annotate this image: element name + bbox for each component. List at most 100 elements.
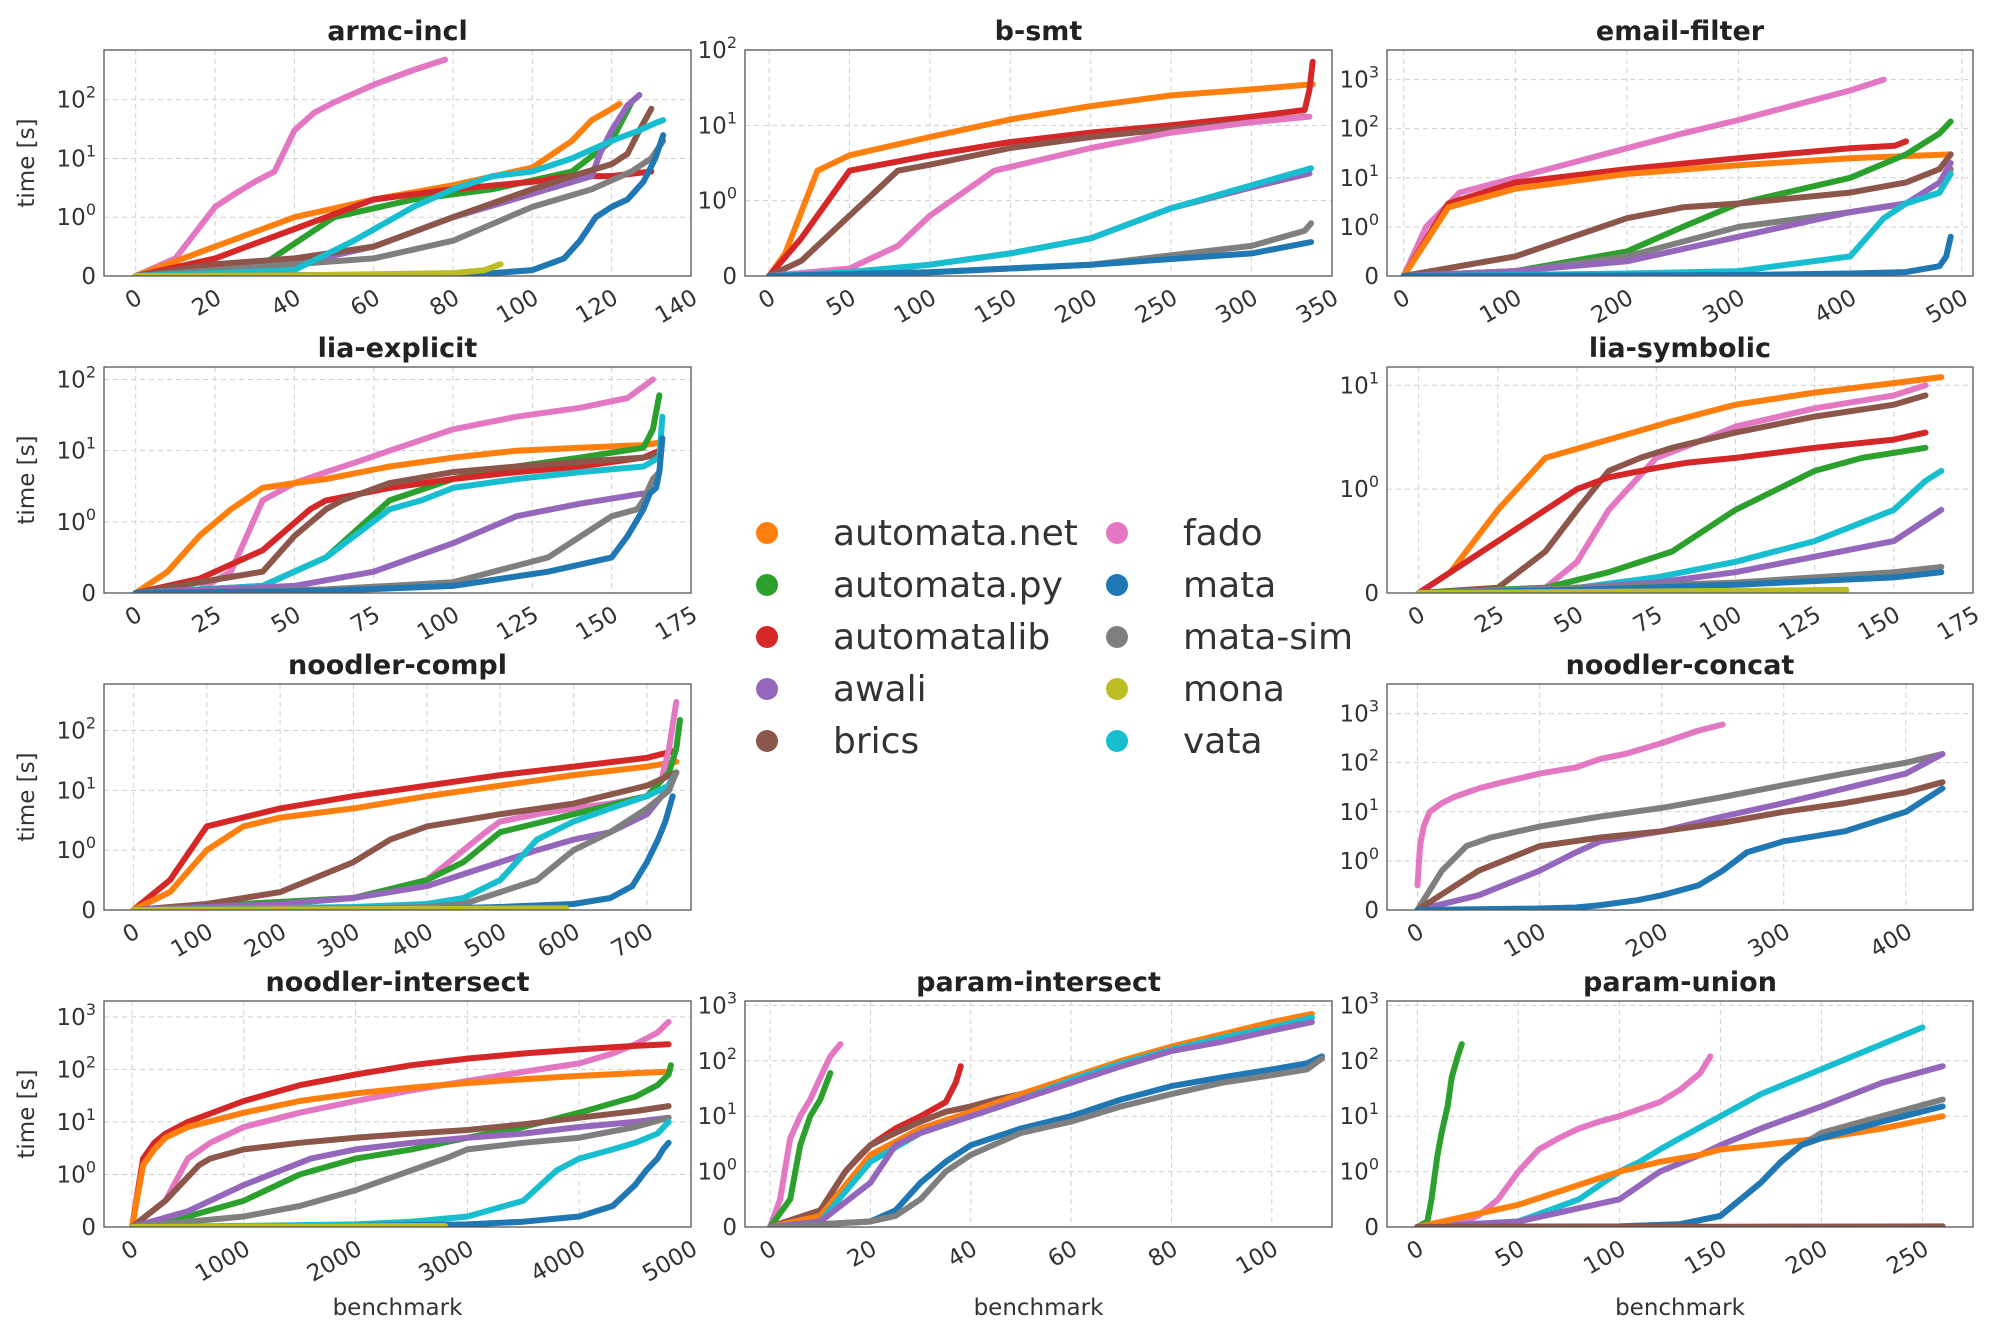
series-line-awali	[1400, 160, 1954, 276]
legend-item-automata-py: automata.py	[756, 565, 1063, 606]
legend-label: vata	[1183, 721, 1263, 762]
y-tick-label: 100	[1340, 1155, 1379, 1186]
x-tick-label: 300	[1212, 285, 1263, 329]
panel-armc-incl: armc-incl 0 20 40 60 80 100 120 140 0 100 101 102 tim…	[14, 16, 702, 329]
x-tick-label: 350	[1292, 285, 1343, 329]
series-line-brics	[130, 769, 680, 910]
panel-lia-explicit: lia-explicit 0 25 50 75 100 125 150 175 0 100 101 10…	[14, 333, 702, 646]
legend-label: awali	[833, 669, 927, 710]
grid-armc-incl	[104, 50, 692, 277]
x-tick-label: 100	[1579, 1236, 1630, 1280]
series-line-vata	[132, 413, 666, 593]
plot-frame	[1386, 683, 1974, 911]
series-line-awali	[132, 490, 647, 593]
series-line-brics	[132, 450, 663, 593]
series-line-automata-py	[1414, 1041, 1465, 1227]
series-line-brics	[1415, 392, 1929, 593]
y-tick-label: 103	[57, 1000, 96, 1031]
series-line-automatalib	[132, 168, 655, 276]
y-tick-label: 0	[722, 264, 737, 290]
y-tick-label: 101	[698, 108, 737, 139]
series-line-automatalib	[1400, 138, 1909, 276]
x-tick-label: 200	[240, 919, 291, 963]
y-tick-label: 100	[1340, 844, 1379, 875]
y-tick-label: 100	[57, 200, 96, 231]
y-tick-label: 0	[1364, 581, 1379, 607]
x-tick-label: 200	[1622, 919, 1673, 963]
series-line-fado	[1414, 1053, 1714, 1227]
x-tick-label: 200	[1587, 285, 1638, 329]
legend-item-fado: fado	[1106, 513, 1263, 554]
x-tick-label: 175	[651, 602, 702, 646]
y-tick-label: 101	[57, 773, 96, 804]
x-tick-label: 50	[1491, 1236, 1529, 1273]
panel-title: email-filter	[1596, 16, 1765, 47]
x-tick-label: 0	[121, 285, 147, 315]
panel-title: param-intersect	[916, 967, 1161, 998]
series-line-automatalib	[132, 447, 663, 593]
chart-panels: armc-incl 0 20 40 60 80 100 120 140 0 100 101 102 tim…	[14, 16, 1984, 1321]
series-line-mata-sim	[767, 1055, 1325, 1227]
x-tick-label: 5000	[638, 1236, 702, 1288]
legend-label: mona	[1183, 669, 1285, 710]
y-tick-label: 102	[1340, 1044, 1379, 1075]
legend-item-brics: brics	[756, 721, 919, 762]
series-group-email-filter	[1400, 76, 1954, 276]
x-tick-label: 125	[1775, 602, 1826, 646]
x-tick-label: 0	[121, 602, 147, 632]
series-group-noodler-intersect	[129, 1018, 674, 1227]
series-line-automata-net	[766, 81, 1316, 276]
y-tick-label: 101	[57, 434, 96, 465]
x-tick-label: 300	[1699, 285, 1750, 329]
legend-item-mata: mata	[1106, 565, 1276, 606]
y-tick-label: 0	[722, 1215, 737, 1241]
legend-marker	[756, 522, 778, 544]
x-tick-label: 4000	[526, 1236, 590, 1288]
y-tick-label: 102	[1340, 746, 1379, 777]
x-tick-label: 300	[313, 919, 364, 963]
legend-label: fado	[1183, 513, 1263, 554]
panel-title: noodler-intersect	[265, 967, 529, 998]
x-tick-label: 100	[413, 602, 464, 646]
y-tick-label: 101	[1340, 161, 1379, 192]
series-line-automata-net	[767, 1011, 1315, 1227]
x-tick-label: 500	[460, 919, 511, 963]
x-tick-label: 40	[943, 1236, 981, 1273]
legend-marker	[756, 678, 778, 700]
x-tick-label: 25	[1471, 602, 1509, 639]
series-line-brics	[132, 105, 655, 276]
series-line-automata-py	[767, 1070, 834, 1227]
y-tick-label: 103	[1340, 63, 1379, 94]
legend-item-automatalib: automatalib	[756, 617, 1050, 658]
y-axis-label: time [s]	[14, 1069, 40, 1158]
plot-frame	[1386, 1000, 1974, 1228]
y-tick-label: 102	[57, 363, 96, 394]
legend-item-vata: vata	[1106, 721, 1263, 762]
x-tick-label: 125	[492, 602, 543, 646]
series-group-noodler-compl	[130, 699, 683, 910]
y-tick-label: 101	[1340, 368, 1379, 399]
x-tick-label: 140	[651, 285, 702, 329]
x-tick-label: 0	[1404, 602, 1430, 632]
panel-title: param-union	[1583, 967, 1777, 998]
legend-label: automata.net	[833, 513, 1078, 554]
y-tick-label: 100	[57, 833, 96, 864]
legend-marker	[1106, 678, 1128, 700]
x-tick-label: 2000	[303, 1236, 367, 1288]
y-axis-label: time [s]	[14, 752, 40, 841]
series-line-mata	[1414, 785, 1946, 910]
panel-noodler-compl: noodler-compl 0 100 200 300 400 500 600 700 0 100 1…	[14, 650, 692, 963]
series-line-fado	[1414, 721, 1726, 889]
y-tick-label: 0	[1364, 1215, 1379, 1241]
series-line-automata-net	[1415, 374, 1945, 593]
panel-title: b-smt	[995, 16, 1083, 47]
panel-email-filter: email-filter 0 100 200 300 400 500 0 100 101 102 10…	[1340, 16, 1974, 329]
x-tick-label: 40	[267, 285, 305, 322]
y-axis-label: time [s]	[14, 118, 40, 207]
y-tick-label: 0	[81, 264, 96, 290]
series-line-fado	[767, 1041, 844, 1227]
series-line-automata-net	[132, 439, 663, 593]
series-line-fado	[132, 56, 449, 276]
legend-item-mona: mona	[1106, 669, 1285, 710]
x-tick-label: 100	[492, 285, 543, 329]
